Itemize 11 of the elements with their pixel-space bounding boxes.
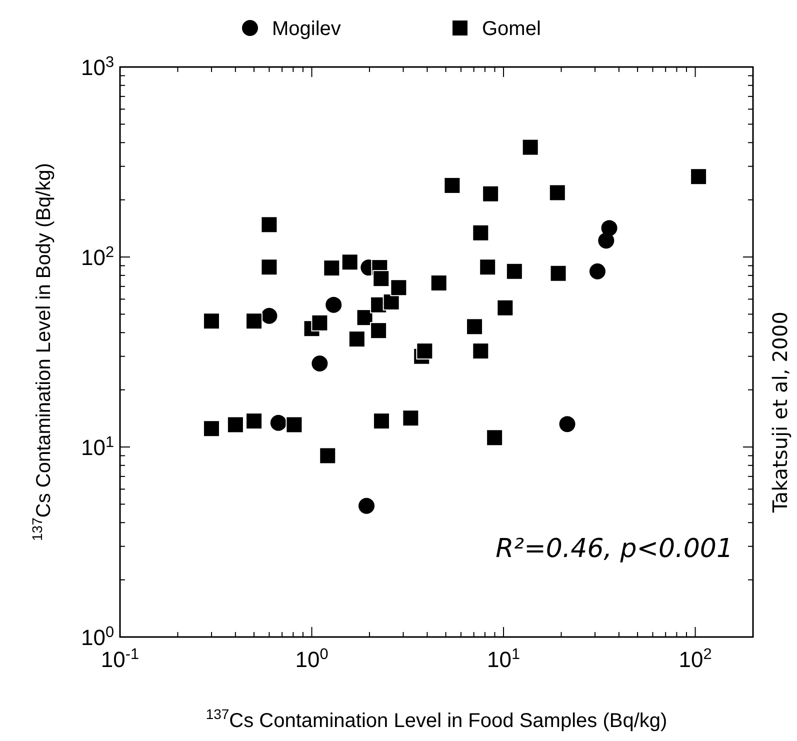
x-tick-label: 10$^{0}$ [295,646,328,672]
y-tick-label: 10$^{2}$ [80,244,114,270]
y-tick-label: 10$^{3}$ [80,54,114,80]
x-tick-label: 10$^{1}$ [486,646,520,672]
x-axis-title: $^{137}$Cs Contamination Level in Food Samples (Bq/kg) [206,706,668,732]
annotation: R²=0.46, p<0.001 [496,534,733,564]
text: Takatsuji et al, 2000 [768,312,792,514]
y-tick-label: 10$^{1}$ [80,434,114,460]
legend-label: Mogilev [272,18,341,40]
x-tick-label: 10$^{2}$ [678,646,712,672]
legend-label: Gomel [482,18,541,40]
